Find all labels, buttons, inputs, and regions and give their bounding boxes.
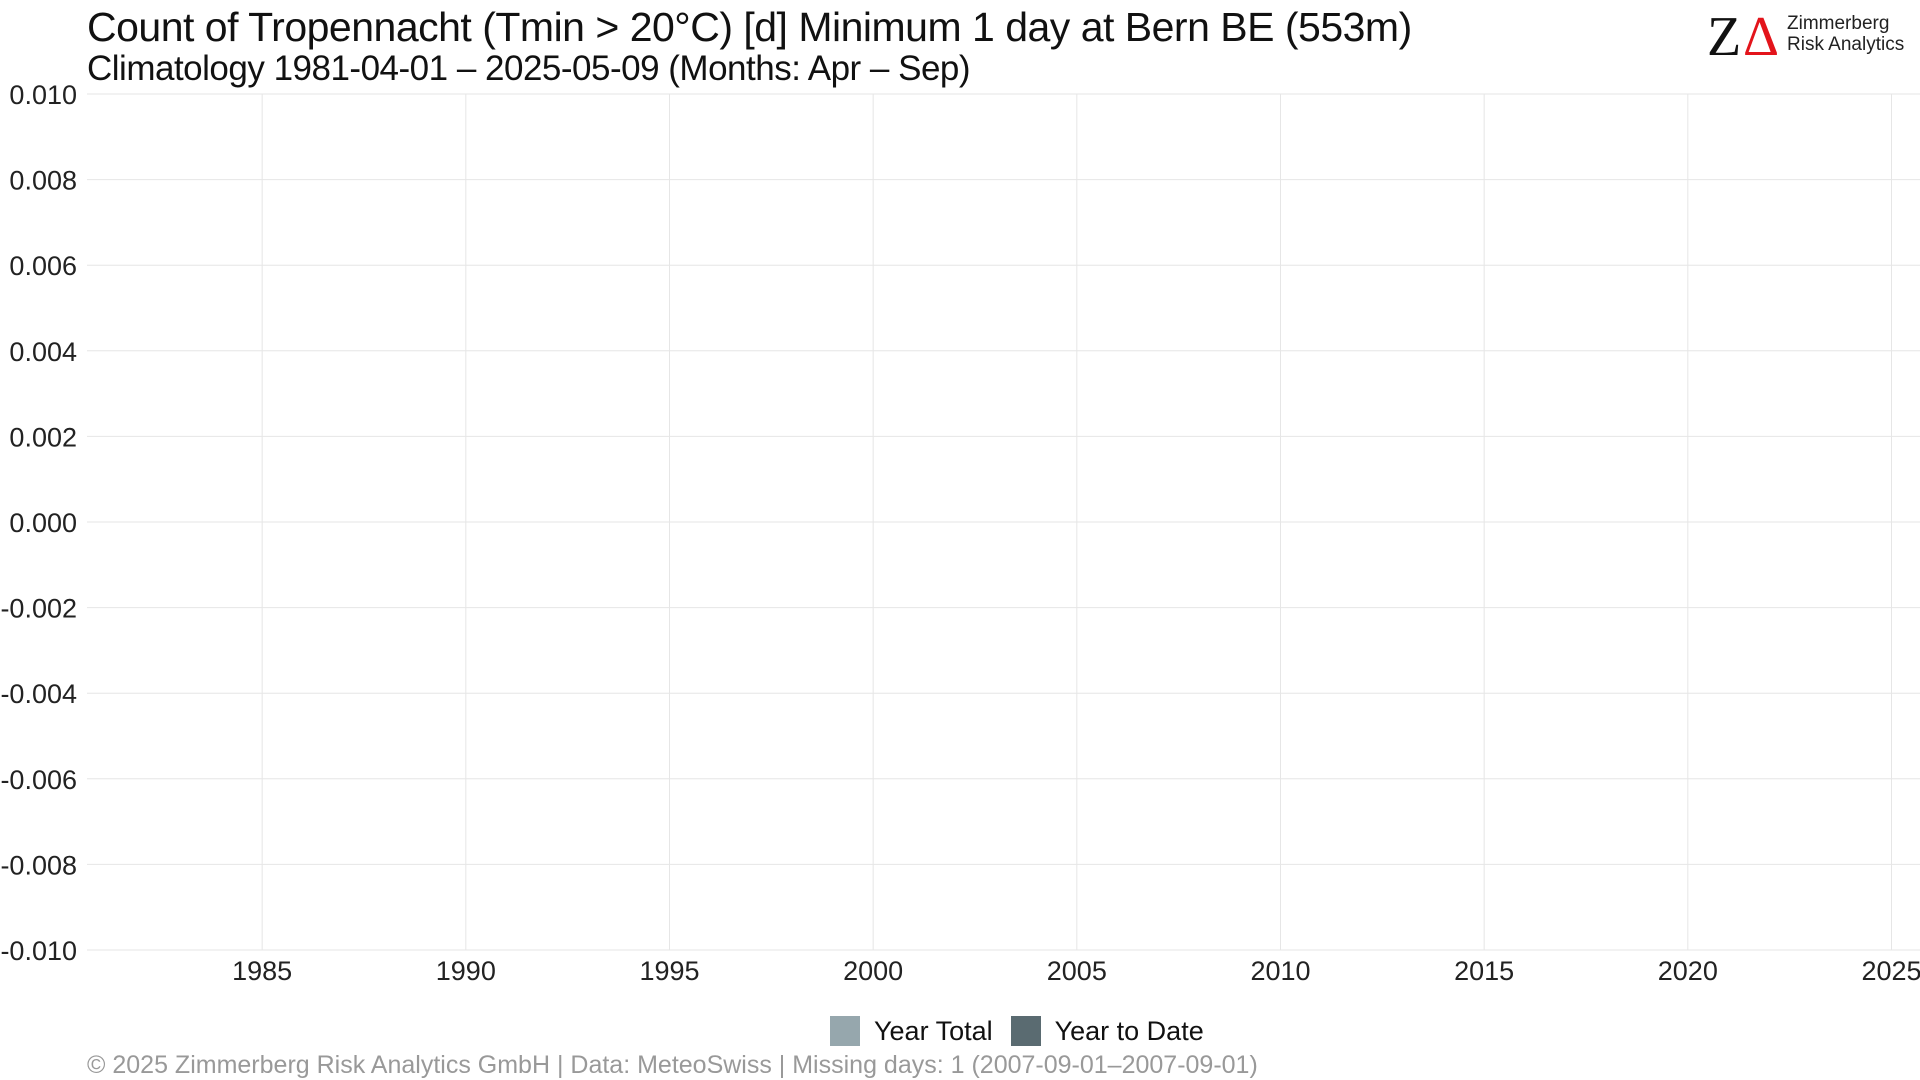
x-tick-label: 2005: [1047, 956, 1107, 986]
legend-item-year-total: Year Total: [830, 1016, 993, 1047]
company-logo: Z Δ Zimmerberg Risk Analytics: [1705, 10, 1910, 60]
x-tick-label: 2000: [843, 956, 903, 986]
logo-text-line-2: Risk Analytics: [1787, 34, 1905, 55]
y-tick-label: -0.002: [0, 594, 77, 624]
x-tick-label: 1990: [436, 956, 496, 986]
x-tick-label: 2025: [1861, 956, 1920, 986]
copyright-caption: © 2025 Zimmerberg Risk Analytics GmbH | …: [87, 1051, 1258, 1079]
legend-swatch-year-total: [830, 1016, 860, 1046]
x-tick-label: 2015: [1454, 956, 1514, 986]
chart-subtitle: Climatology 1981-04-01 – 2025-05-09 (Mon…: [87, 49, 971, 88]
y-tick-label: -0.008: [0, 850, 77, 880]
y-tick-label: 0.006: [9, 251, 77, 281]
y-tick-label: 0.002: [9, 422, 77, 452]
y-tick-label: -0.010: [0, 936, 77, 966]
legend-item-year-to-date: Year to Date: [1010, 1015, 1204, 1047]
logo-mark-icon: Z Δ: [1707, 10, 1779, 60]
legend-label-year-total: Year Total: [874, 1015, 993, 1046]
x-tick-label: 2010: [1250, 956, 1310, 986]
y-tick-label: -0.004: [0, 679, 77, 709]
legend-label-year-to-date: Year to Date: [1054, 1015, 1204, 1046]
y-tick-label: 0.004: [9, 337, 77, 367]
logo-z-letter: Z: [1707, 10, 1741, 60]
y-tick-label: 0.008: [9, 166, 77, 196]
bar-chart: 0.010 0.008 0.006 0.004 0.002 0.000 -0.002 -0.0…: [0, 80, 1920, 986]
logo-delta-letter: Δ: [1743, 10, 1779, 60]
chart-title: Count of Tropennacht (Tmin > 20°C) [d] M…: [87, 4, 1412, 50]
logo-text-line-1: Zimmerberg: [1787, 13, 1890, 34]
y-axis-labels: 0.010 0.008 0.006 0.004 0.002 0.000 -0.002 -0.0…: [0, 80, 77, 966]
legend: Year Total Year to Date: [830, 1016, 1222, 1046]
grid-lines: [87, 93, 1920, 951]
y-tick-label: -0.006: [0, 765, 77, 795]
x-tick-label: 2020: [1658, 956, 1718, 986]
legend-swatch-year-to-date: [1010, 1016, 1041, 1046]
y-tick-label: 0.010: [9, 80, 77, 110]
x-axis-labels: 1985 1990 1995 2000 2005 2010 2015 2020 2025: [232, 956, 1920, 986]
x-tick-label: 1985: [232, 956, 292, 986]
x-tick-label: 1995: [639, 956, 699, 986]
y-tick-label: 0.000: [9, 508, 77, 538]
